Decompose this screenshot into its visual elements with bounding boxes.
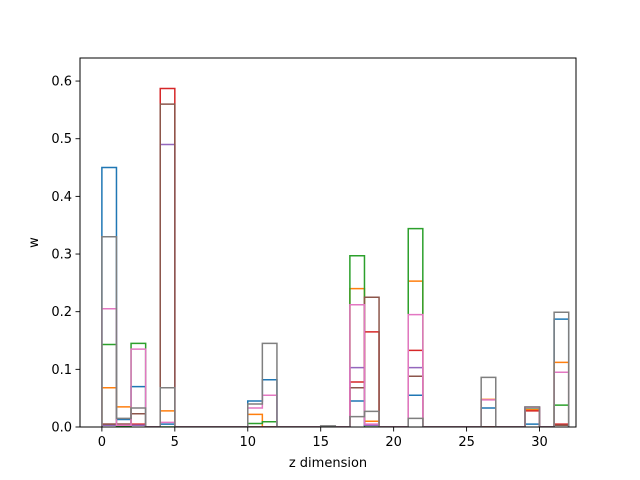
series-3-step-line [101, 87, 570, 427]
y-tick-label: 0.1 [51, 363, 72, 378]
y-axis: 0.0 0.1 0.2 0.3 0.4 0.5 0.6 [51, 75, 80, 436]
x-axis-label: z dimension [289, 456, 367, 471]
y-tick-label: 0.4 [51, 190, 72, 205]
series-4-step-line [101, 143, 570, 427]
y-tick-label: 0.2 [51, 305, 72, 320]
y-tick-label: 0.3 [51, 248, 72, 263]
axes-frame [79, 57, 577, 428]
x-tick-label: 15 [312, 435, 329, 450]
x-axis: 0 5 10 15 20 25 30 [98, 427, 548, 450]
x-tick-label: 20 [385, 435, 402, 450]
x-tick-label: 30 [531, 435, 548, 450]
x-tick-label: 25 [458, 435, 475, 450]
series-7-step-line [101, 235, 570, 427]
y-tick-label: 0.5 [51, 132, 72, 147]
y-tick-label: 0.6 [51, 75, 72, 90]
y-axis-label: w [27, 237, 42, 248]
series-layer [101, 87, 570, 427]
y-tick-label: 0.0 [51, 421, 72, 436]
x-tick-label: 10 [239, 435, 256, 450]
x-tick-label: 5 [171, 435, 179, 450]
x-tick-label: 0 [98, 435, 106, 450]
